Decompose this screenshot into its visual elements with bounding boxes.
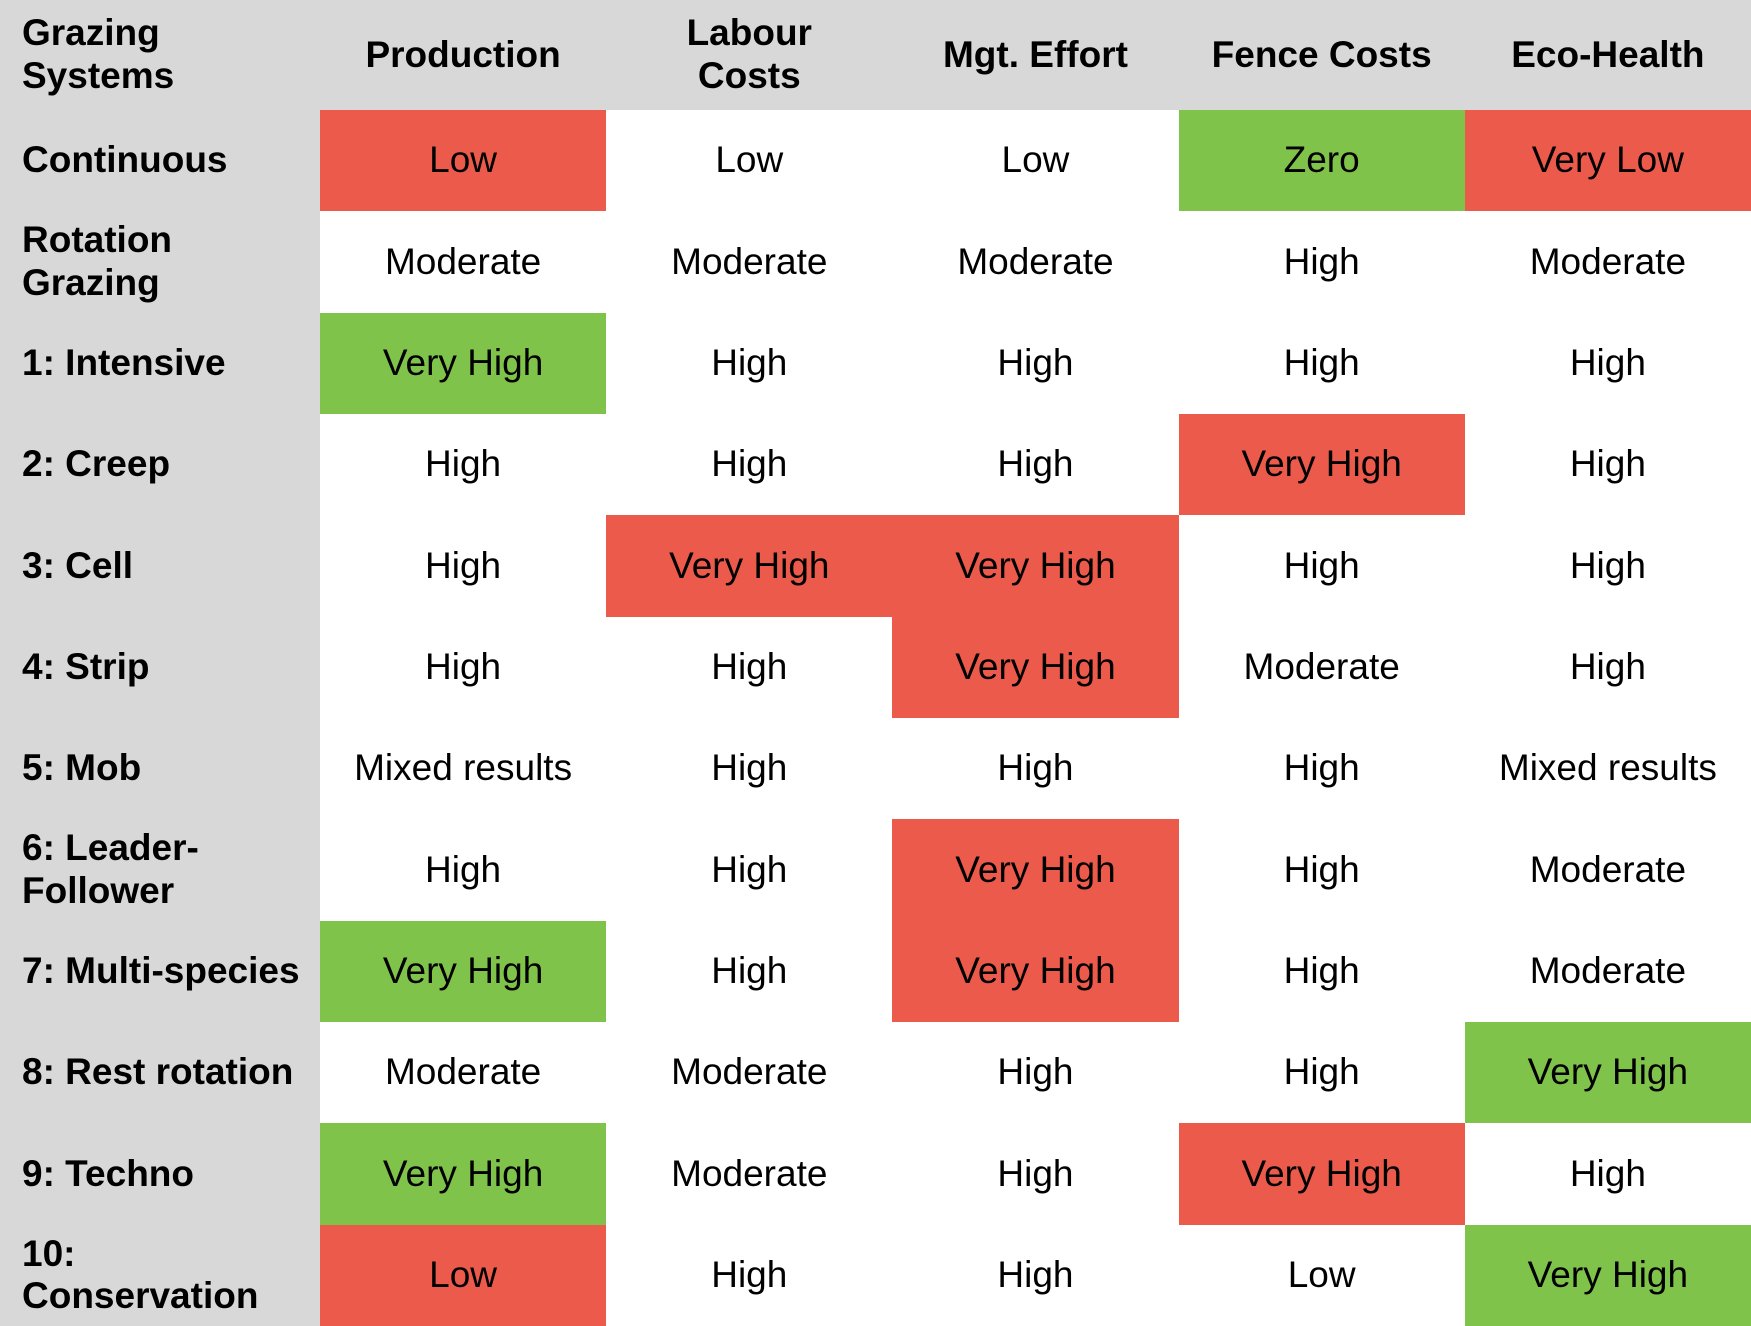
- row-header: Rotation Grazing: [0, 211, 320, 312]
- col-header: Fence Costs: [1179, 0, 1465, 110]
- table-cell: High: [606, 617, 892, 718]
- table-cell: Very High: [892, 515, 1178, 616]
- row-header: 6: Leader-Follower: [0, 819, 320, 920]
- table-cell: Very High: [892, 819, 1178, 920]
- table-cell: Mixed results: [1465, 718, 1751, 819]
- col-header: Mgt. Effort: [892, 0, 1178, 110]
- row-header: 10: Conservation: [0, 1225, 320, 1326]
- table-cell: Very High: [1465, 1225, 1751, 1326]
- table-row: 1: IntensiveVery HighHighHighHighHigh: [0, 313, 1751, 414]
- row-header: 2: Creep: [0, 414, 320, 515]
- table-cell: High: [1179, 819, 1465, 920]
- table-cell: High: [320, 819, 606, 920]
- table-cell: Very High: [320, 1123, 606, 1224]
- table-cell: High: [320, 617, 606, 718]
- table-cell: High: [606, 414, 892, 515]
- table-body: ContinuousLowLowLowZeroVery LowRotation …: [0, 110, 1751, 1326]
- table-cell: High: [1179, 211, 1465, 312]
- table-row: 2: CreepHighHighHighVery HighHigh: [0, 414, 1751, 515]
- table-header: Grazing SystemsProductionLabourCostsMgt.…: [0, 0, 1751, 110]
- table-cell: High: [1179, 921, 1465, 1022]
- table-cell: Low: [320, 1225, 606, 1326]
- table-cell: Moderate: [1465, 211, 1751, 312]
- table-cell: Moderate: [320, 1022, 606, 1123]
- row-header: 4: Strip: [0, 617, 320, 718]
- row-header: 5: Mob: [0, 718, 320, 819]
- table-row: 10: ConservationLowHighHighLowVery High: [0, 1225, 1751, 1326]
- table-row: 7: Multi-speciesVery HighHighVery HighHi…: [0, 921, 1751, 1022]
- table-row: ContinuousLowLowLowZeroVery Low: [0, 110, 1751, 211]
- table-cell: Very High: [1179, 1123, 1465, 1224]
- table-cell: High: [320, 414, 606, 515]
- table-cell: Very High: [320, 921, 606, 1022]
- table-cell: Low: [892, 110, 1178, 211]
- table-cell: High: [1465, 1123, 1751, 1224]
- row-header: 8: Rest rotation: [0, 1022, 320, 1123]
- row-header: 3: Cell: [0, 515, 320, 616]
- table-cell: Moderate: [1465, 819, 1751, 920]
- table-cell: Very High: [1179, 414, 1465, 515]
- table-cell: Low: [320, 110, 606, 211]
- table-cell: Low: [606, 110, 892, 211]
- grazing-systems-table-container: Grazing SystemsProductionLabourCostsMgt.…: [0, 0, 1751, 1326]
- table-cell: High: [606, 1225, 892, 1326]
- table-row: 6: Leader-FollowerHighHighVery HighHighM…: [0, 819, 1751, 920]
- table-cell: Moderate: [1465, 921, 1751, 1022]
- table-cell: High: [1465, 617, 1751, 718]
- table-cell: High: [606, 819, 892, 920]
- table-cell: Moderate: [606, 211, 892, 312]
- table-cell: High: [1179, 1022, 1465, 1123]
- table-cell: Very High: [1465, 1022, 1751, 1123]
- col-header-rowlabel: Grazing Systems: [0, 0, 320, 110]
- table-cell: High: [606, 718, 892, 819]
- table-row: 9: TechnoVery HighModerateHighVery HighH…: [0, 1123, 1751, 1224]
- row-header: 9: Techno: [0, 1123, 320, 1224]
- table-cell: Mixed results: [320, 718, 606, 819]
- table-cell: High: [892, 313, 1178, 414]
- table-row: 3: CellHighVery HighVery HighHighHigh: [0, 515, 1751, 616]
- table-cell: Moderate: [606, 1123, 892, 1224]
- table-cell: High: [320, 515, 606, 616]
- col-header: LabourCosts: [606, 0, 892, 110]
- table-cell: Moderate: [606, 1022, 892, 1123]
- table-cell: High: [892, 414, 1178, 515]
- table-cell: High: [1179, 515, 1465, 616]
- table-cell: Very High: [892, 617, 1178, 718]
- table-cell: High: [1465, 313, 1751, 414]
- table-row: 5: MobMixed resultsHighHighHighMixed res…: [0, 718, 1751, 819]
- col-header: Eco-Health: [1465, 0, 1751, 110]
- col-header: Production: [320, 0, 606, 110]
- table-cell: Moderate: [1179, 617, 1465, 718]
- table-cell: Very High: [606, 515, 892, 616]
- table-cell: High: [1179, 718, 1465, 819]
- table-cell: Moderate: [892, 211, 1178, 312]
- row-header: 1: Intensive: [0, 313, 320, 414]
- table-cell: High: [1465, 414, 1751, 515]
- table-cell: High: [606, 313, 892, 414]
- row-header: 7: Multi-species: [0, 921, 320, 1022]
- table-row: 4: StripHighHighVery HighModerateHigh: [0, 617, 1751, 718]
- table-cell: Very High: [892, 921, 1178, 1022]
- table-row: 8: Rest rotationModerateModerateHighHigh…: [0, 1022, 1751, 1123]
- table-cell: High: [1465, 515, 1751, 616]
- table-cell: High: [606, 921, 892, 1022]
- table-cell: Moderate: [320, 211, 606, 312]
- table-row: Rotation GrazingModerateModerateModerate…: [0, 211, 1751, 312]
- table-cell: High: [1179, 313, 1465, 414]
- table-cell: Zero: [1179, 110, 1465, 211]
- table-cell: Low: [1179, 1225, 1465, 1326]
- grazing-systems-table: Grazing SystemsProductionLabourCostsMgt.…: [0, 0, 1751, 1326]
- table-cell: High: [892, 1022, 1178, 1123]
- table-cell: High: [892, 718, 1178, 819]
- table-cell: High: [892, 1225, 1178, 1326]
- table-cell: Very Low: [1465, 110, 1751, 211]
- row-header: Continuous: [0, 110, 320, 211]
- table-cell: High: [892, 1123, 1178, 1224]
- table-cell: Very High: [320, 313, 606, 414]
